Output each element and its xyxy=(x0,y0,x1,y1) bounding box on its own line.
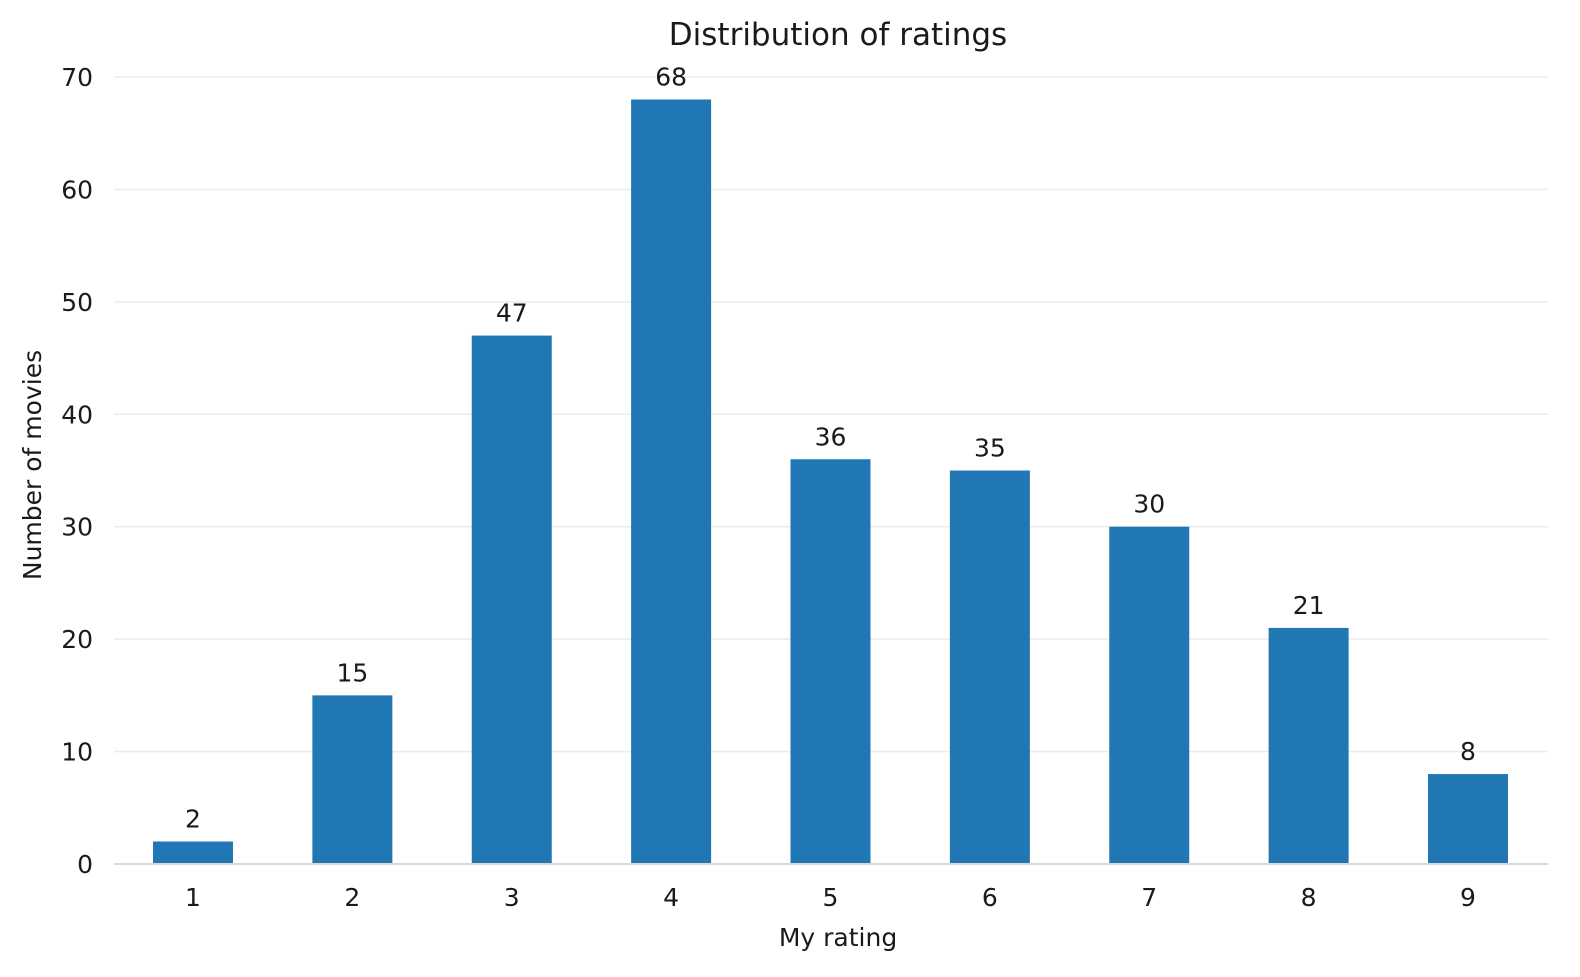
data-label: 2 xyxy=(185,805,201,834)
y-axis-ticks: 0 10 20 30 40 50 60 70 xyxy=(61,63,93,879)
bar-rating-3 xyxy=(471,335,552,865)
data-label: 30 xyxy=(1133,490,1165,519)
x-axis-ticks: 1 2 3 4 5 6 7 8 9 xyxy=(185,883,1476,912)
y-tick-label: 0 xyxy=(77,850,93,879)
data-label: 35 xyxy=(974,434,1006,463)
x-tick-label: 7 xyxy=(1141,883,1157,912)
y-axis-title: Number of movies xyxy=(18,350,47,580)
y-tick-label: 50 xyxy=(61,288,93,317)
bar-rating-2 xyxy=(312,695,393,864)
y-tick-label: 60 xyxy=(61,175,93,204)
bar-rating-1 xyxy=(153,841,233,864)
y-tick-label: 10 xyxy=(61,738,93,767)
x-tick-label: 8 xyxy=(1301,883,1317,912)
bar-rating-6 xyxy=(949,470,1030,864)
x-tick-label: 9 xyxy=(1460,883,1476,912)
y-tick-label: 40 xyxy=(61,400,93,429)
data-label: 36 xyxy=(815,422,847,451)
bar-rating-8 xyxy=(1268,627,1349,864)
x-tick-label: 6 xyxy=(982,883,998,912)
bar-rating-9 xyxy=(1428,774,1508,864)
y-tick-label: 30 xyxy=(61,513,93,542)
bars xyxy=(153,99,1508,865)
x-tick-label: 1 xyxy=(185,883,201,912)
data-labels: 2 15 47 68 36 35 30 21 8 xyxy=(185,62,1476,833)
bar-rating-7 xyxy=(1109,526,1190,864)
data-label: 15 xyxy=(336,658,368,687)
y-tick-label: 20 xyxy=(61,625,93,654)
y-tick-label: 70 xyxy=(61,63,93,92)
x-tick-label: 2 xyxy=(344,883,360,912)
bar-rating-5 xyxy=(790,459,871,864)
data-label: 47 xyxy=(496,299,528,328)
data-label: 21 xyxy=(1293,591,1325,620)
x-tick-label: 4 xyxy=(663,883,679,912)
bar-rating-4 xyxy=(631,99,712,864)
x-tick-label: 5 xyxy=(823,883,839,912)
data-label: 68 xyxy=(655,62,687,91)
x-tick-label: 3 xyxy=(504,883,520,912)
data-label: 8 xyxy=(1460,737,1476,766)
x-axis-title: My rating xyxy=(779,923,897,952)
chart-title: Distribution of ratings xyxy=(669,17,1007,53)
